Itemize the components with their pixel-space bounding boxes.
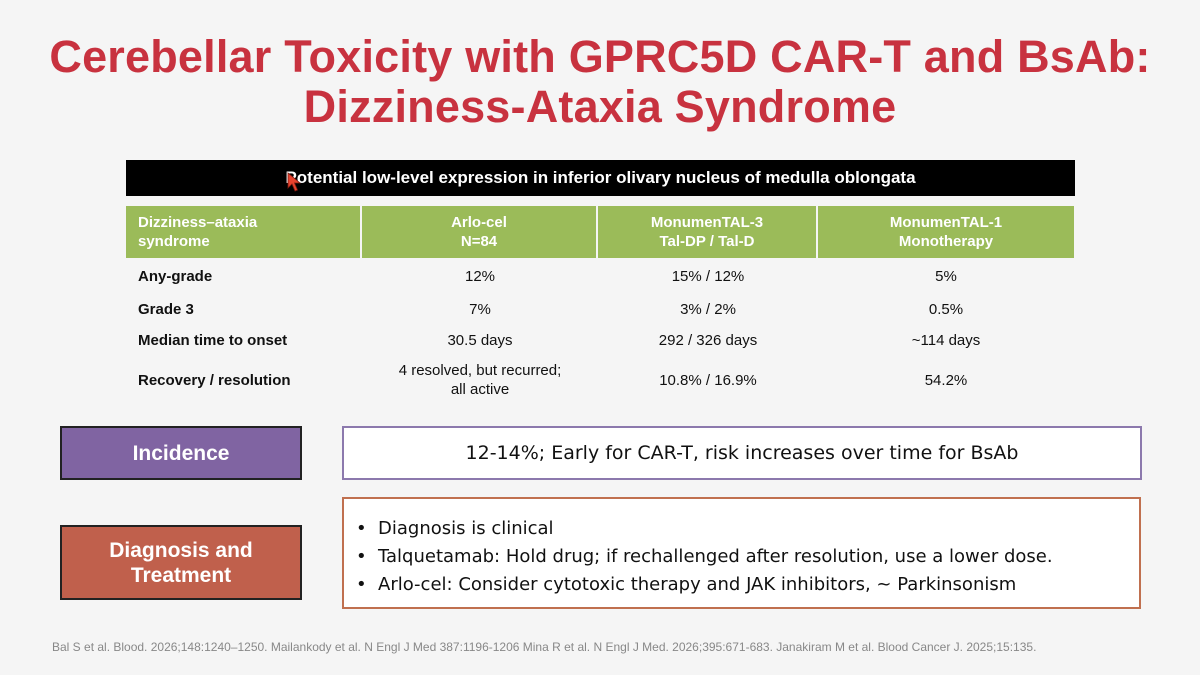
table-row: Any-grade 12% 15% / 12% 5% xyxy=(126,258,1074,294)
diagnosis-treatment-label-box: Diagnosis and Treatment xyxy=(60,525,302,600)
row-label: Recovery / resolution xyxy=(138,371,291,389)
list-item: • Diagnosis is clinical xyxy=(356,515,1139,543)
incidence-text-box: 12-14%; Early for CAR-T, risk increases … xyxy=(342,426,1142,480)
table-cell: ~114 days xyxy=(911,331,981,349)
references: Bal S et al. Blood. 2026;148:1240–1250. … xyxy=(52,640,1037,654)
expression-banner: Potential low-level expression in inferi… xyxy=(126,160,1075,196)
label-line: Treatment xyxy=(130,563,232,587)
table-cell: 54.2% xyxy=(924,371,968,389)
list-item: • Arlo-cel: Consider cytotoxic therapy an… xyxy=(356,571,1139,599)
mouse-pointer-icon xyxy=(287,172,301,192)
table-cell: 4 resolved, but recurred; all active xyxy=(362,356,598,404)
slide-title-line-2: Dizziness-Ataxia Syndrome xyxy=(303,81,897,132)
table-row: Median time to onset 30.5 days 292 / 326… xyxy=(126,324,1074,356)
row-label: Grade 3 xyxy=(138,300,194,318)
list-item-text: Diagnosis is clinical xyxy=(378,518,554,539)
table-cell: 30.5 days xyxy=(447,331,513,349)
header-line: N=84 xyxy=(460,233,498,250)
header-line: Dizziness–ataxia xyxy=(138,214,258,231)
slide-title: Cerebellar Toxicity with GPRC5D CAR-T an… xyxy=(0,32,1200,132)
table-cell: 7% xyxy=(469,300,491,318)
table-header-row: Dizziness–ataxia syndrome Arlo-cel N=84 Mo… xyxy=(126,206,1074,258)
column-header-monumental-3: MonumenTAL-3 Tal-DP / Tal-D xyxy=(598,206,818,258)
header-line: Arlo-cel xyxy=(451,214,507,231)
table-cell: 15% / 12% xyxy=(671,267,745,285)
table-cell: 3% / 2% xyxy=(680,300,736,318)
list-item-text: Arlo-cel: Consider cytotoxic therapy and… xyxy=(378,574,1017,595)
cell-line: all active xyxy=(450,381,510,398)
list-item: • Talquetamab: Hold drug; if rechallenged… xyxy=(356,543,1139,571)
header-line: MonumenTAL-3 xyxy=(650,214,764,231)
slide-title-line-1: Cerebellar Toxicity with GPRC5D CAR-T an… xyxy=(49,31,1151,82)
header-line: syndrome xyxy=(138,233,210,250)
header-line: Tal-DP / Tal-D xyxy=(659,233,755,250)
table-cell: 5% xyxy=(935,267,957,285)
table-cell: 12% xyxy=(464,267,496,285)
column-header-arlo-cel: Arlo-cel N=84 xyxy=(362,206,598,258)
table-cell: 292 / 326 days xyxy=(658,331,758,349)
bullet-icon: • xyxy=(356,518,367,539)
diagnosis-list: • Diagnosis is clinical • Talquetamab: Hol… xyxy=(356,515,1139,599)
bullet-icon: • xyxy=(356,546,367,567)
row-label: Median time to onset xyxy=(138,331,288,349)
diagnosis-treatment-box: • Diagnosis is clinical • Talquetamab: Hol… xyxy=(342,497,1141,609)
table-row: Grade 3 7% 3% / 2% 0.5% xyxy=(126,294,1074,324)
row-label: Any-grade xyxy=(138,267,213,285)
table-row: Recovery / resolution 4 resolved, but re… xyxy=(126,356,1074,404)
table-cell: 0.5% xyxy=(928,300,964,318)
bullet-icon: • xyxy=(356,574,367,595)
cell-line: 4 resolved, but recurred; xyxy=(398,362,562,379)
header-line: MonumenTAL-1 xyxy=(889,214,1003,231)
incidence-label-box: Incidence xyxy=(60,426,302,480)
label-line: Diagnosis and xyxy=(109,538,253,562)
list-item-text: Talquetamab: Hold drug; if rechallenged … xyxy=(378,546,1053,567)
table-cell: 10.8% / 16.9% xyxy=(659,371,757,389)
column-header-monumental-1: MonumenTAL-1 Monotherapy xyxy=(818,206,1074,258)
header-line: Monotherapy xyxy=(898,233,994,250)
column-header-syndrome: Dizziness–ataxia syndrome xyxy=(126,206,362,258)
dizziness-ataxia-table: Dizziness–ataxia syndrome Arlo-cel N=84 Mo… xyxy=(126,206,1074,404)
